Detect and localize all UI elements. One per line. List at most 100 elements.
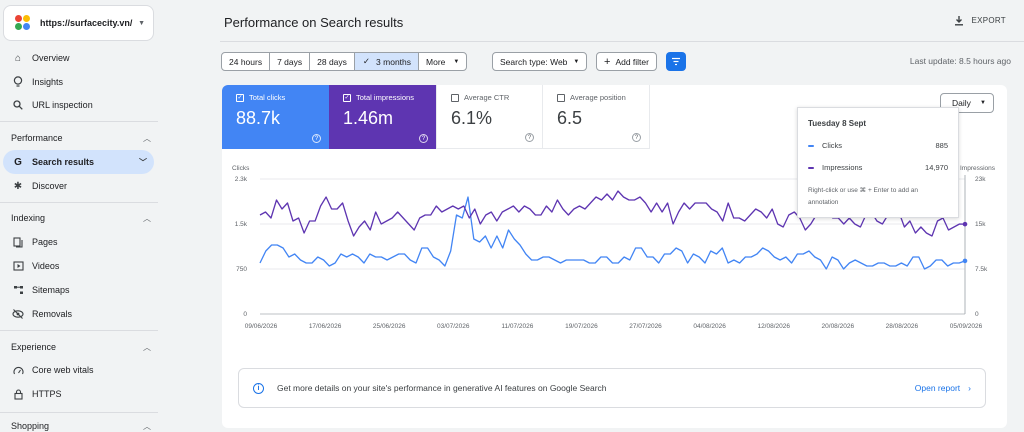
x-tick-label: 05/09/2026 <box>950 323 983 330</box>
home-icon: ⌂ <box>14 52 22 64</box>
google-g-icon: G <box>14 156 22 168</box>
property-selector[interactable]: https://surfacecity.vn/ ▼ <box>3 5 154 41</box>
nav-item-https[interactable]: HTTPS <box>0 382 154 406</box>
nav-item-search-results[interactable]: G Search results ﹀ <box>3 150 154 174</box>
add-filter-label: Add filter <box>615 56 649 67</box>
property-url: https://surfacecity.vn/ <box>40 18 133 28</box>
nav-label: Discover <box>32 181 68 191</box>
section-experience[interactable]: Experience ︿ <box>11 342 151 353</box>
help-icon[interactable]: ? <box>632 133 641 142</box>
info-icon: i <box>253 382 264 394</box>
range-24-hours[interactable]: 24 hours <box>221 52 271 71</box>
nav-item-core-web-vitals[interactable]: Core web vitals <box>0 358 154 382</box>
nav-item-url-inspection[interactable]: URL inspection <box>0 93 154 117</box>
search-icon <box>11 98 25 112</box>
export-label: EXPORT <box>971 16 1006 25</box>
x-tick-label: 12/08/2026 <box>757 323 790 330</box>
granularity-dropdown[interactable]: Daily ▼ <box>940 93 994 113</box>
tooltip-label: Impressions <box>822 163 863 172</box>
chevron-up-icon: ︿ <box>143 134 151 143</box>
tooltip-label: Clicks <box>822 141 842 150</box>
metric-total-impressions[interactable]: ✓ Total impressions 1.46m ? <box>329 85 436 149</box>
help-icon[interactable]: ? <box>525 133 534 142</box>
metric-average-position[interactable]: Average position 6.5 ? <box>543 85 650 149</box>
x-tick-label: 17/06/2026 <box>309 323 342 330</box>
right-tick-label: 0 <box>975 311 979 318</box>
section-indexing[interactable]: Indexing ︿ <box>11 213 151 224</box>
section-performance[interactable]: Performance ︿ <box>11 133 151 144</box>
nav-item-removals[interactable]: Removals <box>0 302 154 326</box>
granularity-label: Daily <box>952 98 971 108</box>
metric-value: 6.1% <box>451 108 493 128</box>
chevron-up-icon: ︿ <box>143 214 151 223</box>
nav-item-overview[interactable]: ⌂ Overview <box>0 46 154 70</box>
search-type-dropdown[interactable]: Search type: Web ▼ <box>492 52 588 71</box>
chevron-down-icon: ﹀ <box>139 157 147 167</box>
filter-options-button[interactable] <box>666 52 686 71</box>
range-label: 3 months <box>376 56 412 67</box>
left-tick-label: 2.3k <box>235 176 248 183</box>
lightbulb-icon <box>11 75 25 89</box>
lock-icon <box>11 387 25 401</box>
x-tick-label: 09/06/2026 <box>245 323 278 330</box>
chevron-right-icon: › <box>968 383 971 393</box>
nav-label: Sitemaps <box>32 285 70 295</box>
series-line-clicks <box>259 196 966 270</box>
range-label: 28 days <box>317 56 347 67</box>
right-tick-label: 15k <box>975 221 986 228</box>
x-tick-label: 25/06/2026 <box>373 323 406 330</box>
export-button[interactable]: EXPORT <box>954 15 1006 26</box>
divider <box>0 330 158 331</box>
search-type-label: Search type: Web <box>500 56 568 67</box>
last-update-text: Last update: 8.5 hours ago <box>909 56 1011 66</box>
nav-item-insights[interactable]: Insights <box>0 70 154 94</box>
impressions-swatch <box>808 166 814 169</box>
header-divider <box>220 41 1024 42</box>
x-tick-label: 28/08/2026 <box>886 323 919 330</box>
metric-total-clicks[interactable]: ✓ Total clicks 88.7k ? <box>222 85 329 149</box>
checkbox-checked-icon: ✓ <box>343 93 351 102</box>
metric-label: Average position <box>570 93 626 102</box>
nav-item-videos[interactable]: Videos <box>0 254 154 278</box>
nav-item-sitemaps[interactable]: Sitemaps <box>0 278 154 302</box>
range-3-months[interactable]: ✓ 3 months <box>353 52 420 71</box>
nav-label: Insights <box>32 77 64 87</box>
metric-average-ctr[interactable]: Average CTR 6.1% ? <box>436 85 543 149</box>
add-filter-button[interactable]: + Add filter <box>596 52 657 71</box>
video-icon <box>11 259 25 273</box>
metric-label: Average CTR <box>464 93 510 102</box>
metric-value: 6.5 <box>557 108 583 128</box>
section-label: Indexing <box>11 213 46 223</box>
nav-item-discover[interactable]: ✱ Discover <box>0 174 154 198</box>
filter-list-icon <box>672 57 680 66</box>
tooltip-value: 885 <box>935 141 948 150</box>
check-icon: ✓ <box>362 56 371 66</box>
x-tick-label: 03/07/2026 <box>437 323 470 330</box>
caret-down-icon: ▼ <box>453 58 460 65</box>
series-point-impressions <box>962 221 968 227</box>
section-shopping[interactable]: Shopping ︿ <box>11 421 151 432</box>
section-label: Shopping <box>11 421 50 431</box>
checkbox-unchecked-icon <box>557 93 565 102</box>
section-label: Performance <box>11 133 63 143</box>
nav-label: HTTPS <box>32 389 62 399</box>
performance-card: ✓ Total clicks 88.7k ? ✓ Total impressions… <box>222 85 1007 428</box>
download-icon <box>955 16 964 26</box>
divider <box>0 412 158 413</box>
nav-label: Overview <box>32 53 70 63</box>
help-icon[interactable]: ? <box>419 134 428 143</box>
x-tick-label: 04/08/2026 <box>693 323 726 330</box>
x-tick-label: 20/08/2026 <box>822 323 855 330</box>
right-axis-label: Impressions <box>960 165 996 172</box>
checkbox-unchecked-icon <box>451 93 459 102</box>
x-tick-label: 11/07/2026 <box>501 323 533 330</box>
range-7-days[interactable]: 7 days <box>269 52 311 71</box>
main-content: Performance on Search results EXPORT 24 … <box>160 0 1024 428</box>
open-report-link[interactable]: Open report › <box>915 383 971 393</box>
left-tick-label: 1.5k <box>235 221 248 228</box>
series-point-clicks <box>962 258 968 264</box>
range-more[interactable]: More ▼ <box>418 52 468 71</box>
nav-item-pages[interactable]: Pages <box>0 230 154 254</box>
help-icon[interactable]: ? <box>312 134 321 143</box>
range-28-days[interactable]: 28 days <box>309 52 355 71</box>
